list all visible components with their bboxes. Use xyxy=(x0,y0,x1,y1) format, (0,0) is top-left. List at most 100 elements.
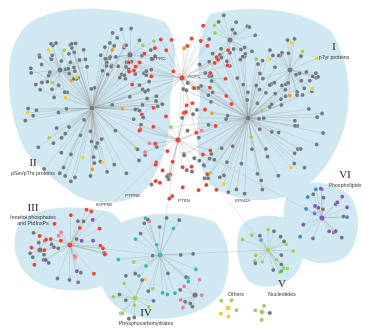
network-node xyxy=(136,158,142,163)
network-node xyxy=(83,57,88,62)
network-node xyxy=(62,89,67,95)
network-node xyxy=(100,160,106,166)
network-node xyxy=(114,35,120,41)
network-edge xyxy=(170,117,249,128)
network-node xyxy=(167,196,172,201)
network-node xyxy=(165,271,171,276)
network-node xyxy=(196,135,202,140)
network-node xyxy=(74,236,79,242)
network-node xyxy=(265,227,271,232)
network-edge xyxy=(39,55,93,109)
network-node xyxy=(257,127,263,132)
network-node xyxy=(120,311,125,316)
network-edge xyxy=(91,107,108,172)
network-node xyxy=(321,195,326,200)
network-node xyxy=(217,175,223,180)
network-node xyxy=(292,151,297,156)
network-node xyxy=(133,107,138,112)
network-node xyxy=(143,73,149,78)
network-edge xyxy=(91,47,106,109)
network-node xyxy=(37,87,43,92)
network-node xyxy=(142,221,147,226)
network-node xyxy=(149,182,154,187)
network-edge xyxy=(91,55,101,109)
network-node xyxy=(171,226,176,231)
network-node xyxy=(300,92,305,98)
network-edge xyxy=(267,236,281,251)
network-node xyxy=(127,94,133,100)
network-edge xyxy=(147,219,161,256)
network-node xyxy=(153,98,159,104)
network-node xyxy=(320,130,326,136)
network-node xyxy=(71,50,77,55)
network-node xyxy=(219,145,224,151)
network-node xyxy=(221,173,227,178)
network-node xyxy=(66,66,71,72)
network-node xyxy=(81,117,87,123)
network-edge xyxy=(247,94,303,119)
network-node xyxy=(110,102,115,108)
group-label-roman: VI xyxy=(339,169,351,181)
network-node xyxy=(267,56,273,62)
network-node xyxy=(113,128,118,133)
network-edge xyxy=(312,217,323,239)
network-node xyxy=(267,82,273,88)
network-node xyxy=(71,65,77,70)
network-node xyxy=(271,267,276,273)
network-edge xyxy=(207,117,249,179)
network-edge xyxy=(289,69,305,89)
network-node xyxy=(33,82,39,87)
network-edge xyxy=(129,49,151,56)
network-node xyxy=(131,315,137,320)
network-edge xyxy=(124,283,136,299)
network-node xyxy=(206,36,212,42)
network-node xyxy=(28,66,34,71)
network-node xyxy=(209,78,214,84)
network-node xyxy=(34,107,39,113)
network-node xyxy=(310,236,316,241)
network-node xyxy=(153,162,158,168)
network-edge xyxy=(171,39,183,79)
network-node xyxy=(207,156,212,161)
network-node xyxy=(281,239,287,244)
network-node xyxy=(219,55,224,60)
network-node xyxy=(107,54,113,60)
network-node xyxy=(67,277,72,283)
network-node xyxy=(203,70,208,76)
network-nodes xyxy=(23,13,350,323)
network-edge xyxy=(154,47,183,79)
network-edge xyxy=(50,43,61,71)
network-edge xyxy=(91,53,131,109)
network-node xyxy=(278,234,283,239)
network-edge xyxy=(247,89,260,119)
network-node xyxy=(160,168,165,173)
network-node xyxy=(302,165,307,170)
network-edge xyxy=(255,249,269,264)
network-edge xyxy=(247,117,305,168)
network-node xyxy=(133,236,138,242)
network-node xyxy=(46,47,51,53)
network-edge xyxy=(219,54,249,119)
network-edge xyxy=(159,254,189,282)
network-node xyxy=(140,43,146,48)
network-node xyxy=(123,64,129,70)
network-node xyxy=(77,225,83,231)
network-node xyxy=(140,102,145,108)
network-node xyxy=(68,152,74,157)
network-node xyxy=(25,110,30,116)
network-node xyxy=(169,193,175,199)
network-edge xyxy=(320,188,323,219)
network-node xyxy=(27,251,33,256)
network-node xyxy=(256,116,262,122)
network-edge xyxy=(140,124,179,141)
network-edge xyxy=(247,117,301,150)
network-edge xyxy=(139,62,183,79)
network-edge xyxy=(113,296,136,299)
network-node xyxy=(297,71,302,76)
network-edge xyxy=(242,239,269,251)
network-edge xyxy=(321,217,334,233)
network-node xyxy=(225,113,230,118)
network-node xyxy=(263,90,269,96)
network-node xyxy=(36,145,41,150)
network-node xyxy=(307,78,313,83)
